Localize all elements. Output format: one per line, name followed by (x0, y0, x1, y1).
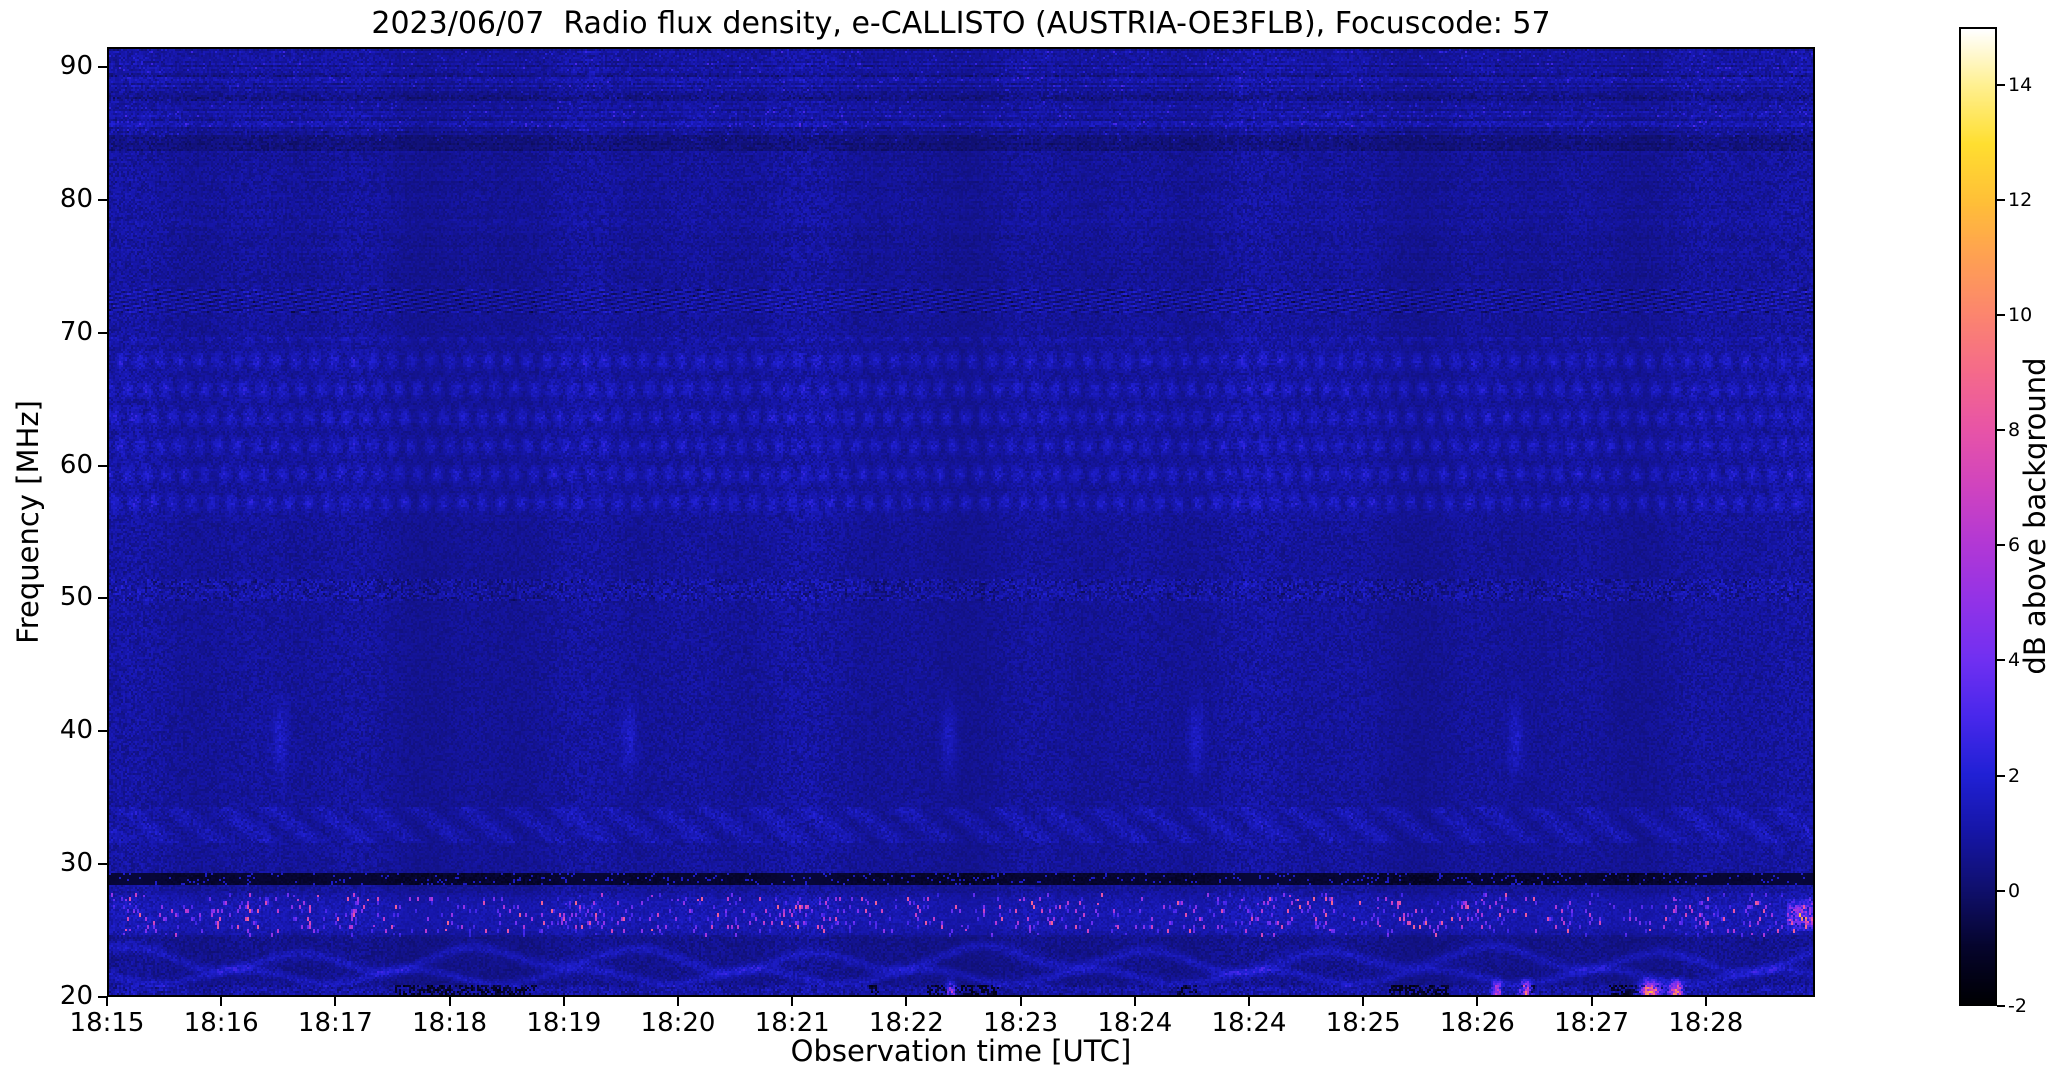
x-tick-label: 18:16 (183, 1008, 259, 1038)
x-tick (1362, 997, 1365, 1006)
x-tick-label: 18:21 (754, 1008, 830, 1038)
y-tick-label: 90 (59, 50, 93, 81)
y-tick-label: 60 (59, 449, 93, 480)
colorbar-tick (1997, 1005, 2005, 1007)
x-tick (1133, 997, 1136, 1006)
y-tick (98, 730, 107, 733)
x-tick-label: 18:25 (1325, 1008, 1401, 1038)
x-tick (791, 997, 794, 1006)
x-tick (1476, 997, 1479, 1006)
colorbar-tick (1997, 659, 2005, 662)
x-tick (1248, 997, 1250, 1006)
colorbar-gradient (1961, 29, 1995, 1004)
x-tick-label: 18:20 (640, 1008, 716, 1038)
colorbar-label: dB above background (2018, 357, 2047, 675)
y-tick-label: 40 (59, 715, 93, 746)
spectrogram-heatmap (109, 49, 1813, 995)
plot-area (107, 47, 1815, 997)
y-tick (98, 597, 107, 600)
y-tick (98, 996, 107, 998)
colorbar-tick (1997, 83, 2005, 86)
x-tick-label: 18:17 (297, 1008, 373, 1038)
x-tick-label: 18:27 (1554, 1008, 1630, 1038)
y-tick (98, 464, 107, 467)
x-tick-label: 18:24 (1097, 1008, 1173, 1038)
x-tick (1019, 997, 1022, 1006)
y-tick (98, 198, 107, 201)
x-tick-label: 18:24 (1211, 1008, 1287, 1038)
y-tick-label: 50 (59, 582, 93, 613)
x-tick-label: 18:23 (983, 1008, 1059, 1038)
x-tick-label: 18:26 (1439, 1008, 1515, 1038)
colorbar-tick (1997, 198, 2005, 201)
colorbar-tick-label: 0 (2008, 879, 2021, 902)
colorbar-tick-label: 8 (2008, 419, 2021, 442)
colorbar-tick (1997, 544, 2005, 547)
x-tick-label: 18:15 (69, 1008, 145, 1038)
x-tick (677, 997, 679, 1006)
colorbar-tick (1997, 774, 2005, 777)
x-tick-label: 18:22 (868, 1008, 944, 1038)
x-tick-label: 18:18 (412, 1008, 488, 1038)
x-tick (1590, 997, 1593, 1006)
x-tick (448, 997, 451, 1006)
y-tick-label: 20 (59, 981, 93, 1011)
x-tick-label: 18:28 (1668, 1008, 1744, 1038)
colorbar-tick (1997, 429, 2005, 432)
chart-title: 2023/06/07 Radio flux density, e-CALLIST… (371, 6, 1551, 41)
colorbar-tick-label: 6 (2008, 534, 2021, 557)
y-tick-label: 70 (59, 316, 93, 347)
y-tick (98, 863, 107, 866)
y-tick-label: 30 (59, 848, 93, 879)
x-tick (334, 997, 337, 1006)
x-tick (562, 997, 565, 1006)
colorbar-tick (1997, 313, 2005, 316)
x-tick (220, 997, 223, 1006)
x-tick (905, 997, 908, 1006)
colorbar-tick-label: 10 (2008, 303, 2033, 326)
colorbar-tick (1997, 889, 2005, 892)
y-tick (98, 65, 107, 68)
x-tick (106, 997, 108, 1006)
x-axis-label: Observation time [UTC] (790, 1034, 1132, 1068)
colorbar-tick-label: -2 (2008, 995, 2027, 1017)
x-tick (1704, 997, 1707, 1006)
colorbar (1959, 27, 1997, 1006)
y-tick (98, 331, 107, 334)
colorbar-tick-label: 14 (2008, 73, 2033, 96)
colorbar-tick-label: 2 (2008, 764, 2021, 787)
y-tick-label: 80 (59, 183, 93, 214)
colorbar-tick-label: 4 (2008, 649, 2021, 672)
x-tick-label: 18:19 (526, 1008, 602, 1038)
colorbar-tick-label: 12 (2008, 188, 2033, 211)
